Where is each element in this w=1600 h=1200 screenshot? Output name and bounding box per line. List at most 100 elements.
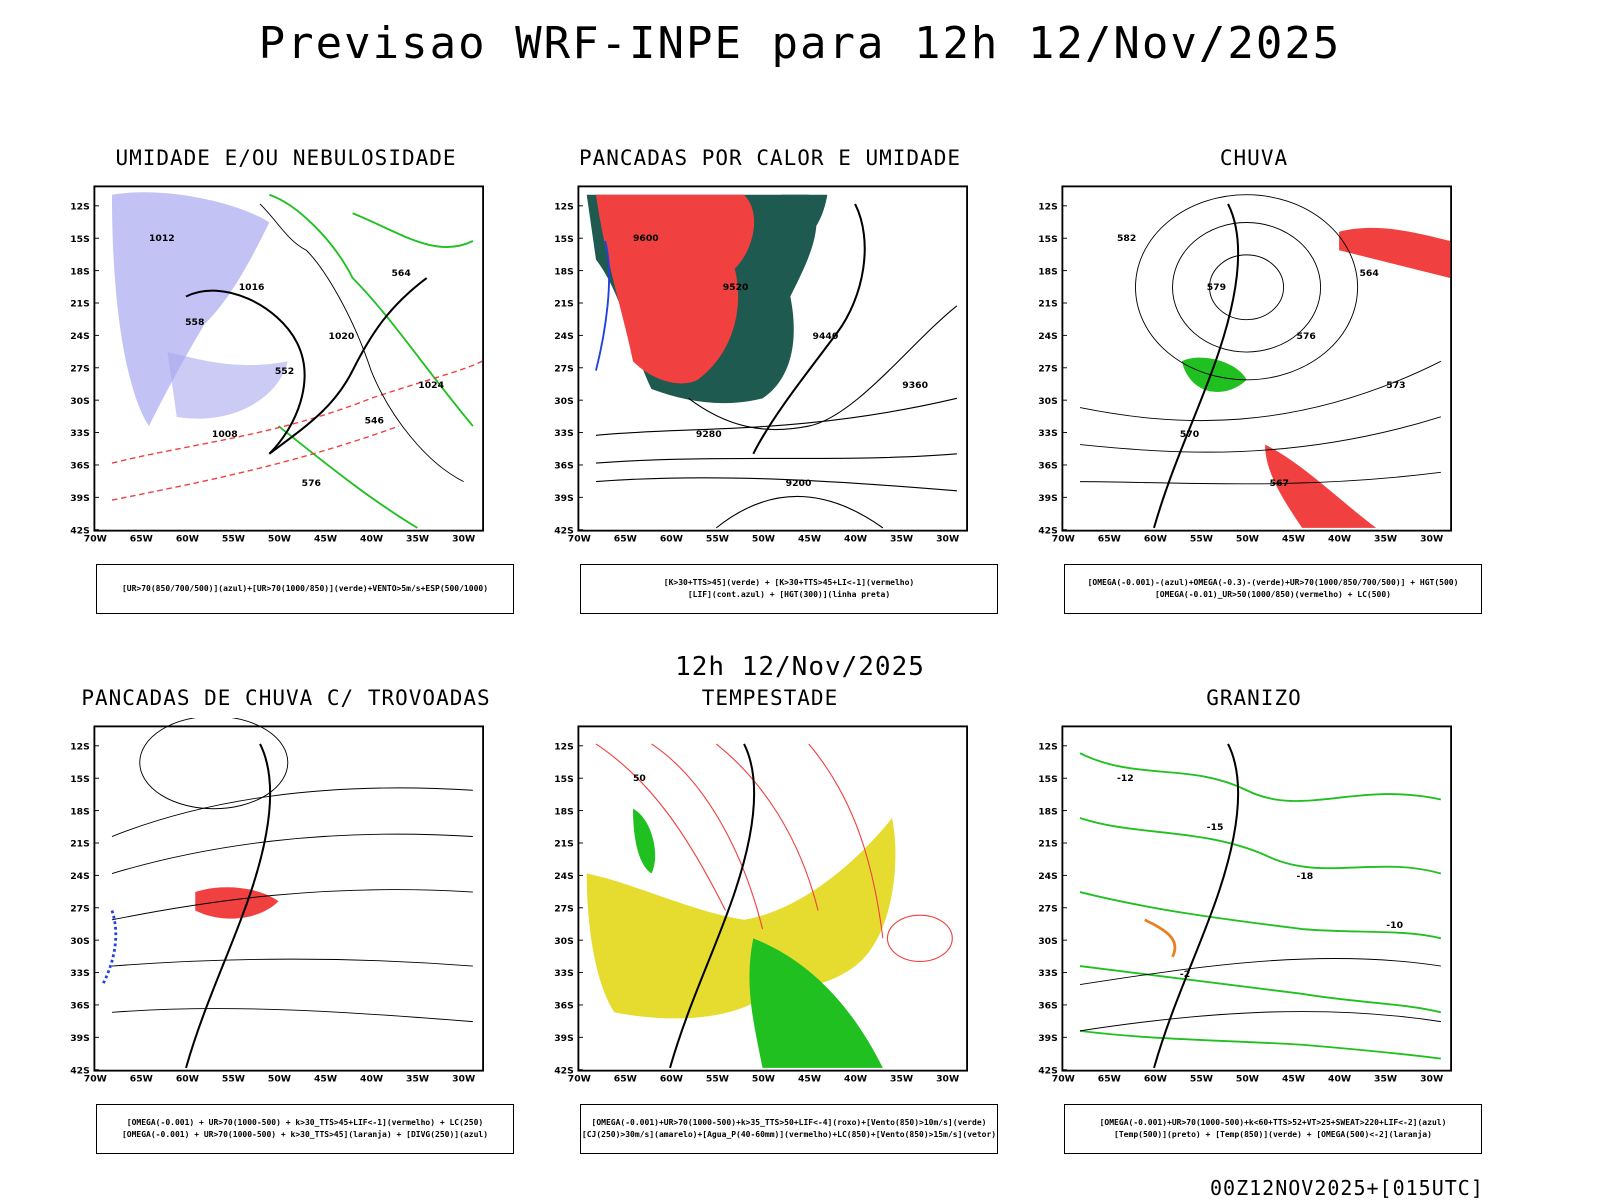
lon-tick-label: 65W [614,534,637,545]
page-subtitle: 12h 12/Nov/2025 [675,652,925,682]
lat-tick-label: 12S [1038,742,1058,753]
lat-tick-label: 39S [70,493,90,504]
lat-tick-label: 33S [70,968,90,979]
contour-label: 9600 [633,233,659,244]
lon-tick-label: 35W [890,534,913,545]
lat-tick-label: 30S [554,936,574,947]
panel-title: UMIDADE E/OU NEBULOSIDADE [115,146,457,170]
lon-tick-label: 50W [1236,534,1259,545]
contour-label: 552 [275,366,294,377]
lon-tick-label: 70W [84,1074,107,1085]
lat-tick-label: 18S [70,806,90,817]
contour-label: 1012 [149,233,175,244]
lat-tick-label: 30S [70,936,90,947]
contour-label: 9520 [723,282,749,293]
lon-tick-label: 45W [798,534,821,545]
lat-tick-label: 42S [554,525,574,536]
panel-legend: [UR>70(850/700/500)](azul)+[UR>70(1000/8… [96,564,514,614]
lon-tick-label: 50W [268,1074,291,1085]
panel-title: TEMPESTADE [701,686,839,710]
legend-line: [OMEGA(-0.001) + UR>70(1000-500) + k>30_… [121,1130,489,1139]
lat-tick-label: 27S [554,363,574,374]
panel-legend: [OMEGA(-0.001)+UR>70(1000-500)+k>35_TTS>… [580,1104,998,1154]
lat-tick-label: 39S [554,1033,574,1044]
lon-tick-label: 30W [936,1074,959,1085]
lon-tick-label: 70W [568,534,591,545]
lat-tick-label: 12S [70,742,90,753]
contour-label: 564 [1359,268,1379,279]
panel-title: GRANIZO [1206,686,1302,710]
panel-legend: [OMEGA(-0.001) + UR>70(1000-500) + k>30_… [96,1104,514,1154]
lon-tick-label: 35W [406,534,429,545]
lat-tick-label: 30S [70,396,90,407]
contour-label: 567 [1270,478,1289,489]
panel-pancadas-calor: PANCADAS POR CALOR E UMIDADE 12S 15S 18S 21… [540,146,1000,636]
contour-label: 9440 [813,331,839,342]
lon-tick-label: 50W [268,534,291,545]
lat-tick-label: 39S [1038,493,1058,504]
lat-tick-label: 36S [554,461,574,472]
run-timestamp: 00Z12NOV2025+[015UTC] [1210,1176,1484,1200]
lat-tick-label: 33S [554,968,574,979]
lat-tick-label: 21S [554,299,574,310]
lon-tick-label: 45W [1282,534,1305,545]
lat-tick-label: 21S [1038,839,1058,850]
contour-label: 570 [1180,429,1199,440]
page-title: Previsao WRF-INPE para 12h 12/Nov/2025 [258,18,1342,69]
lon-tick-label: 40W [844,534,867,545]
lat-tick-label: 15S [554,774,574,785]
contour-label: -15 [1207,822,1224,833]
contour-label: 582 [1117,233,1136,244]
lat-tick-label: 39S [70,1033,90,1044]
lon-tick-label: 60W [660,1074,683,1085]
contour-label: 9360 [902,380,928,391]
lon-tick-label: 30W [936,534,959,545]
lon-tick-label: 55W [222,1074,245,1085]
panel-legend: [OMEGA(-0.001)-(azul)+OMEGA(-0.3)-(verde… [1064,564,1482,614]
lon-tick-label: 30W [452,534,475,545]
lon-tick-label: 30W [1420,534,1443,545]
lat-tick-label: 42S [70,525,90,536]
lat-tick-label: 18S [1038,266,1058,277]
lat-tick-label: 30S [1038,396,1058,407]
contour-label: 546 [365,415,384,426]
lon-tick-label: 65W [130,1074,153,1085]
lat-tick-label: 24S [1038,871,1058,882]
lat-tick-label: 12S [554,202,574,213]
lon-tick-label: 45W [314,534,337,545]
contour-label: 576 [302,478,321,489]
lat-tick-label: 15S [554,234,574,245]
lat-tick-label: 24S [70,331,90,342]
lat-tick-label: 18S [1038,806,1058,817]
lat-tick-label: 12S [1038,202,1058,213]
contour-label: 1020 [329,331,355,342]
contour-label: -12 [1117,773,1134,784]
lat-tick-label: 24S [554,871,574,882]
lon-tick-label: 55W [1190,1074,1213,1085]
lat-tick-label: 42S [1038,1065,1058,1076]
lat-tick-label: 15S [1038,234,1058,245]
legend-line: [OMEGA(-0.001)+UR>70(1000-500)+k<60+TTS>… [1099,1118,1447,1127]
lon-tick-label: 40W [844,1074,867,1085]
legend-line: [OMEGA(-0.001) + UR>70(1000-500) + k>30_… [126,1118,484,1127]
lon-tick-label: 35W [1374,1074,1397,1085]
legend-line: [OMEGA(-0.001)-(azul)+OMEGA(-0.3)-(verde… [1087,578,1459,587]
lat-tick-label: 12S [70,202,90,213]
lon-tick-label: 30W [1420,1074,1443,1085]
lat-tick-label: 36S [70,461,90,472]
lon-tick-label: 60W [1144,1074,1167,1085]
contour-label: 564 [391,268,411,279]
lat-tick-label: 27S [70,903,90,914]
lon-tick-label: 60W [1144,534,1167,545]
lon-tick-label: 50W [752,534,775,545]
panel-chuva: CHUVA 12S 15S 18S 21S 24S 27S 30S 33S 36S 39S 42S 7… [1024,146,1484,636]
panel-umidade: UMIDADE E/OU NEBULOSIDADE 12S 15S 18S 21S 24… [56,146,516,636]
lat-tick-label: 18S [70,266,90,277]
panel-legend: [K>30+TTS>45](verde) + [K>30+TTS>45+LI<-… [580,564,998,614]
lat-tick-label: 21S [70,839,90,850]
lat-tick-label: 42S [1038,525,1058,536]
lat-tick-label: 18S [554,266,574,277]
lon-tick-label: 45W [798,1074,821,1085]
